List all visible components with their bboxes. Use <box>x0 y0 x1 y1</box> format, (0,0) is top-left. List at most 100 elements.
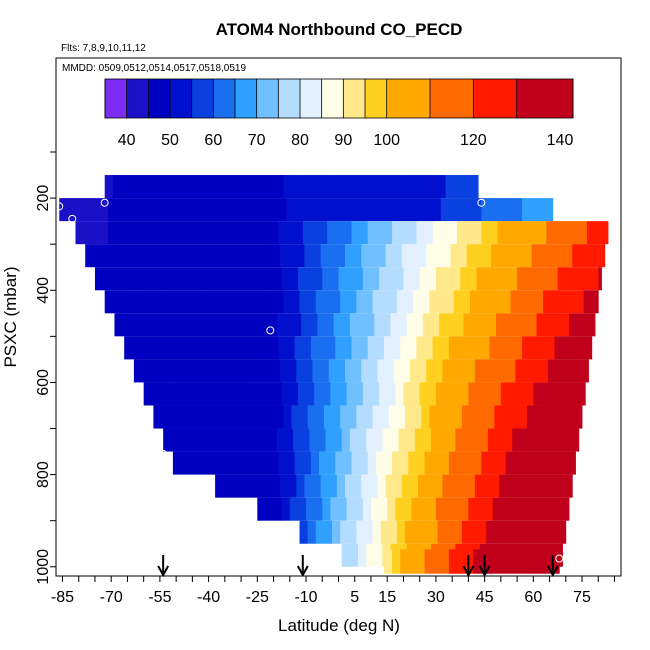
heatmap-cell <box>525 382 534 406</box>
heatmap-cell <box>158 359 167 383</box>
heatmap-cell <box>530 549 539 574</box>
heatmap-cell <box>286 198 296 222</box>
heatmap-cell <box>478 290 487 314</box>
heatmap-cell <box>383 451 393 475</box>
heatmap-cell <box>258 175 268 199</box>
heatmap-cell <box>280 244 289 268</box>
heatmap-cell <box>465 336 474 360</box>
colorbar-segment <box>547 79 552 118</box>
heatmap-cell <box>426 244 435 268</box>
colorbar-tick-label: 80 <box>291 132 309 149</box>
heatmap-cell <box>258 405 268 429</box>
x-tick-label: 30 <box>427 589 445 606</box>
heatmap-cell <box>357 543 367 567</box>
heatmap-cell <box>546 221 555 245</box>
y-axis: 200 400 600 800 1000 <box>35 151 56 585</box>
heatmap-cell <box>208 382 218 406</box>
heatmap-cell <box>332 175 341 199</box>
heatmap-cell <box>374 543 383 567</box>
heatmap-cell <box>543 405 552 429</box>
heatmap-cell <box>359 336 369 360</box>
heatmap-cell <box>241 382 250 406</box>
colorbar-segment <box>430 79 435 118</box>
colorbar-segment <box>568 79 574 118</box>
heatmap-cell <box>452 382 461 406</box>
heatmap-cell <box>205 221 214 245</box>
heatmap-cell <box>395 267 404 291</box>
heatmap-cell <box>473 336 482 360</box>
heatmap-cell <box>221 198 231 222</box>
heatmap-cell <box>457 549 466 574</box>
heatmap-cell <box>223 359 232 383</box>
x-axis: -85 -70 -55 -40 -25 -10 5 15 30 45 60 75 <box>51 576 616 606</box>
heatmap-cell <box>239 359 248 383</box>
heatmap-cell <box>229 451 239 475</box>
heatmap-cell <box>276 313 286 337</box>
heatmap-cell <box>275 290 284 314</box>
heatmap-cell <box>343 336 352 360</box>
x-tick-label: -70 <box>100 589 123 606</box>
y-axis-label: PSXC (mbar) <box>1 266 20 367</box>
heatmap-cell <box>396 520 406 544</box>
heatmap-cell <box>432 198 442 222</box>
colorbar-segment <box>434 79 439 118</box>
heatmap-cell <box>302 221 312 245</box>
heatmap-cell <box>473 549 482 574</box>
heatmap-cell <box>213 221 223 245</box>
heatmap-cell <box>75 198 84 222</box>
heatmap-cell <box>174 359 184 383</box>
colorbar-segment <box>334 79 340 118</box>
heatmap-cell <box>340 520 349 544</box>
heatmap-cell <box>437 520 447 544</box>
heatmap-cell <box>117 244 127 268</box>
heatmap-cell <box>512 428 521 452</box>
heatmap-cell <box>383 221 393 245</box>
heatmap-cell <box>271 359 281 383</box>
colorbar-segment <box>126 79 132 118</box>
heatmap-cell <box>203 313 213 337</box>
heatmap-cell <box>405 520 414 544</box>
heatmap-cell <box>562 451 572 475</box>
heatmap-cell <box>137 175 146 199</box>
heatmap-cell <box>385 474 395 498</box>
heatmap-cell <box>445 290 455 314</box>
heatmap-cell <box>575 405 583 429</box>
heatmap-cell <box>198 244 208 268</box>
heatmap-cell <box>99 221 109 245</box>
colorbar-segment <box>113 79 119 118</box>
heatmap-cell <box>255 244 265 268</box>
heatmap-cell <box>310 451 320 475</box>
heatmap-cell <box>226 405 235 429</box>
colorbar-segment <box>269 79 275 118</box>
heatmap-cell <box>169 175 179 199</box>
heatmap-cell <box>348 520 357 544</box>
heatmap-cell <box>508 497 518 521</box>
heatmap-cell <box>401 244 411 268</box>
heatmap-cell <box>538 451 547 475</box>
heatmap-cell <box>140 221 149 245</box>
heatmap-cell <box>586 336 593 360</box>
heatmap-cell <box>252 428 261 452</box>
heatmap-cell <box>452 497 461 521</box>
heatmap-cell <box>546 198 554 222</box>
heatmap-cell <box>312 474 322 498</box>
heatmap-cell <box>470 405 479 429</box>
heatmap-cell <box>486 290 495 314</box>
colorbar-segment <box>408 79 413 118</box>
heatmap-cell <box>564 244 573 268</box>
heatmap-cell <box>153 175 162 199</box>
heatmap-cell <box>252 313 261 337</box>
heatmap-cell <box>223 474 232 498</box>
heatmap-cell <box>408 336 417 360</box>
heatmap-cell <box>120 175 130 199</box>
heatmap-cell <box>408 549 417 574</box>
heatmap-cell <box>299 405 309 429</box>
heatmap-cell <box>353 359 362 383</box>
heatmap-cell <box>440 336 450 360</box>
heatmap-cell <box>513 451 523 475</box>
heatmap-cell <box>564 359 573 383</box>
heatmap-cell <box>521 336 531 360</box>
heatmap-cell <box>351 198 361 222</box>
sample-circle <box>68 214 77 223</box>
heatmap-cell <box>497 221 507 245</box>
